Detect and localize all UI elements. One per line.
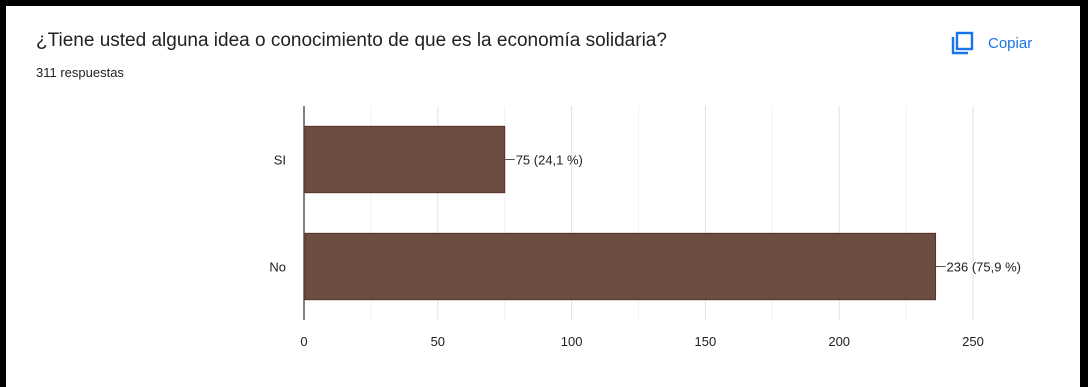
x-tick-label: 200 xyxy=(828,334,850,349)
data-label: 236 (75,9 %) xyxy=(947,260,1021,275)
x-tick-label: 150 xyxy=(695,334,717,349)
data-label: 75 (24,1 %) xyxy=(516,153,583,168)
copy-icon xyxy=(951,31,974,55)
question-title: ¿Tiene usted alguna idea o conocimiento … xyxy=(36,30,667,51)
category-label: No xyxy=(269,260,286,275)
bar-no xyxy=(304,232,937,301)
copy-label: Copiar xyxy=(988,34,1033,52)
x-tick-label: 100 xyxy=(561,334,583,349)
copy-button[interactable]: Copiar xyxy=(950,28,1032,58)
response-count: 311 respuestas xyxy=(36,65,124,80)
x-tick-label: 0 xyxy=(300,334,307,349)
bar-si xyxy=(304,125,506,194)
x-tick-label: 50 xyxy=(431,334,445,349)
x-tick-label: 250 xyxy=(962,334,984,349)
category-label: SI xyxy=(274,153,286,168)
chart-card: ¿Tiene usted alguna idea o conocimiento … xyxy=(6,6,1080,387)
bar-chart: 0 50 100 150 200 250 SI 75 (24,1 %) No 236 (75,9 … xyxy=(269,106,1021,349)
